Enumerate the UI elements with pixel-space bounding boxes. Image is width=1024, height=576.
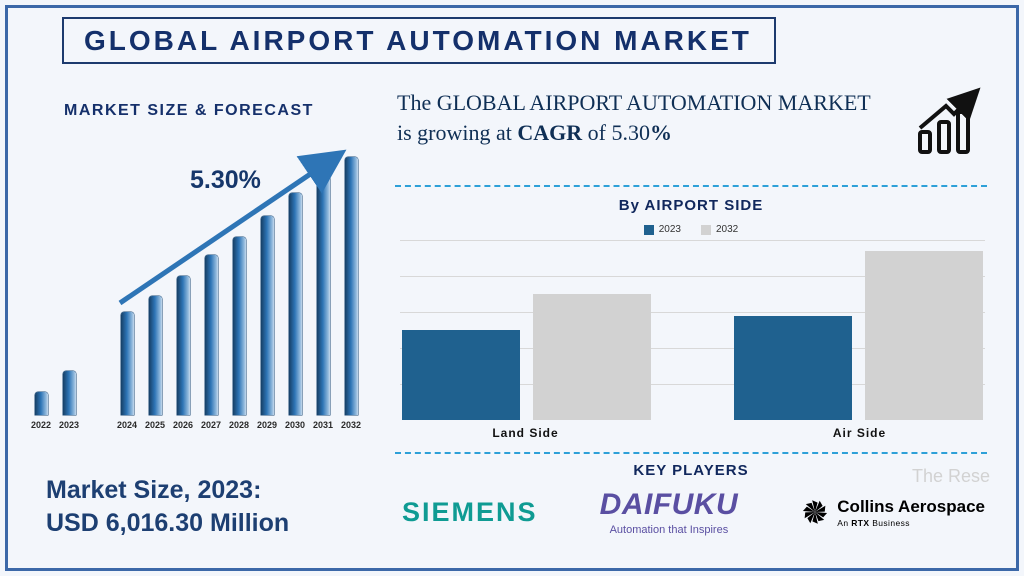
forecast-column: 2026 (170, 138, 196, 432)
collins-aerospace-logo: Collins Aerospace An RTX Business (800, 497, 985, 528)
key-players-title: KEY PLAYERS (633, 462, 749, 479)
collins-subtitle-suffix: Business (869, 517, 910, 528)
forecast-column: 2023 (56, 138, 82, 432)
category-label: Land Side (492, 426, 559, 440)
title-box: GLOBAL AIRPORT AUTOMATION MARKET (62, 17, 776, 64)
legend-item: 2032 (701, 224, 738, 235)
page-title: GLOBAL AIRPORT AUTOMATION MARKET (84, 24, 752, 56)
grouped-cat-labels: Land Side Air Side (400, 426, 985, 440)
forecast-year-label: 2031 (312, 420, 334, 430)
forecast-column: 2024 (114, 138, 140, 432)
forecast-column: 2032 (338, 138, 364, 432)
legend-label: 2032 (716, 224, 739, 235)
grouped-bar (533, 294, 651, 420)
forecast-bar (120, 312, 134, 415)
grouped-bars (400, 240, 985, 420)
growth-statement: The GLOBAL AIRPORT AUTOMATION MARKET is … (397, 88, 877, 147)
collins-subtitle-prefix: An (837, 517, 852, 528)
forecast-bar (62, 371, 76, 415)
forecast-column: 2025 (142, 138, 168, 432)
dashed-divider-bottom (395, 452, 987, 454)
forecast-year-label: 2032 (340, 420, 362, 430)
forecast-bar (34, 392, 48, 415)
dashed-divider-top (395, 185, 987, 187)
watermark-text: The Rese (911, 466, 990, 486)
category-label: Air Side (832, 426, 887, 440)
forecast-bar (316, 175, 330, 415)
forecast-bar (232, 237, 246, 415)
forecast-bar (288, 193, 302, 415)
daifuku-logo: DAIFUKU Automation that Inspires (600, 488, 739, 536)
bar-group (734, 251, 983, 420)
forecast-year-label: 2028 (228, 420, 250, 430)
growth-chart-icon (918, 87, 981, 154)
key-players-logos: SIEMENS DAIFUKU Automation that Inspires (402, 488, 985, 536)
forecast-bar (204, 255, 218, 415)
collins-subtitle-rtx: RTX (851, 517, 870, 528)
forecast-year-label: 2027 (200, 420, 222, 430)
forecast-bar (176, 276, 190, 415)
grouped-bar (402, 330, 520, 420)
forecast-year-label: 2024 (116, 420, 138, 430)
legend-label: 2023 (658, 224, 681, 235)
forecast-year-label: 2026 (172, 420, 194, 430)
forecast-bar (344, 157, 358, 415)
forecast-bar (148, 296, 162, 415)
airport-side-chart (400, 240, 985, 420)
legend-item: 2023 (643, 224, 681, 235)
growth-statement-middle: of 5.30 (582, 119, 650, 145)
forecast-year-label: 2029 (256, 420, 278, 430)
forecast-year-label: 2022 (30, 420, 52, 430)
cagr-annotation: 5.30% (190, 166, 261, 194)
forecast-year-label: 2025 (144, 420, 166, 430)
collins-logo-name: Collins Aerospace (837, 496, 985, 516)
daifuku-logo-name: DAIFUKU (599, 488, 739, 521)
growth-statement-percent: % (650, 119, 672, 145)
forecast-year-label: 2023 (58, 420, 80, 430)
forecast-year-label: 2030 (284, 420, 306, 430)
bar-group (402, 294, 651, 420)
airport-side-legend: 2023 2032 (395, 224, 987, 235)
market-size-line1: Market Size, 2023: (46, 476, 262, 504)
forecast-column: 2031 (310, 138, 336, 432)
forecast-section-title: MARKET SIZE & FORECAST (64, 102, 314, 119)
collins-logo-text: Collins Aerospace An RTX Business (837, 497, 985, 528)
grouped-bar (865, 251, 983, 420)
airport-side-chart-title: By AIRPORT SIDE (618, 197, 764, 214)
growth-statement-prefix: The GLOBAL AIRPORT AUTOMATION MARKET is … (397, 90, 871, 145)
legend-swatch (643, 224, 654, 235)
daifuku-tagline: Automation that Inspires (609, 524, 729, 536)
forecast-column: 2030 (282, 138, 308, 432)
market-size-note: Market Size, 2023: USD 6,016.30 Million (46, 474, 289, 539)
market-size-line2: USD 6,016.30 Million (46, 508, 290, 537)
growth-statement-cagr: CAGR (517, 119, 583, 145)
grouped-bar (734, 316, 852, 420)
collins-subtitle: An RTX Business (837, 518, 985, 528)
collins-starburst-icon (803, 500, 828, 524)
legend-swatch (701, 224, 711, 235)
forecast-bar (260, 216, 274, 415)
siemens-logo: SIEMENS (402, 496, 538, 527)
forecast-column: 2022 (28, 138, 54, 432)
forecast-chart: 2022 2023 2024 2025 2026 2027 2028 2029 2030 2031… (28, 138, 384, 432)
